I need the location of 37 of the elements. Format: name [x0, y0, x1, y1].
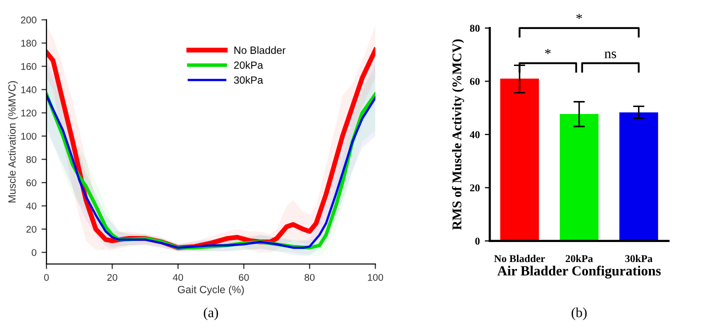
annotation: ns	[604, 52, 616, 58]
y-tick-label: 180	[21, 40, 36, 47]
y-tick-label: 40	[26, 202, 36, 210]
text: (b)	[572, 308, 587, 320]
x-axis-title: Air Bladder Configurations	[497, 266, 661, 278]
legend-label: 30kPa	[234, 76, 264, 84]
y-tick-label: 80	[26, 156, 36, 163]
x-tick-label: 80	[304, 274, 315, 281]
y-tick-label: 60	[470, 78, 480, 85]
y-tick-label: 80	[470, 24, 480, 32]
x-tick-label: 20	[107, 274, 118, 281]
x-tick-label: 30kPa	[625, 254, 652, 262]
legend-label: 20kPa	[234, 61, 264, 69]
y-tick-label: 20	[470, 184, 480, 192]
y-tick-label: 160	[21, 63, 36, 70]
x-tick-label: 20kPa	[566, 254, 593, 262]
x-tick-label: No Bladder	[494, 254, 545, 262]
x-axis-title: Gait Cycle (%)	[178, 286, 244, 296]
y-tick-label: 0	[32, 249, 36, 256]
text: (a)	[204, 308, 218, 320]
y-tick-label: 0	[475, 238, 480, 245]
y-tick-label: 120	[21, 110, 36, 116]
y-tick-label: 200	[21, 16, 36, 24]
text: *	[576, 14, 582, 19]
x-tick-label: 100	[368, 274, 384, 281]
y-tick-label: 40	[470, 131, 480, 138]
y-axis-title: RMS of Muscle Activity (%MCV)	[452, 39, 464, 230]
y-tick-label: 60	[26, 179, 36, 186]
x-tick-label: 40	[172, 274, 184, 281]
x-tick-label: 60	[238, 274, 249, 281]
y-axis-title: Muscle Activation (%MVC)	[8, 81, 18, 202]
y-tick-label: 140	[21, 86, 36, 94]
annotation: *	[545, 48, 551, 54]
x-tick-label: 0	[44, 274, 49, 281]
y-tick-label: 20	[26, 226, 36, 233]
y-tick-label: 100	[21, 132, 36, 140]
legend-label: No Bladder	[234, 46, 286, 54]
